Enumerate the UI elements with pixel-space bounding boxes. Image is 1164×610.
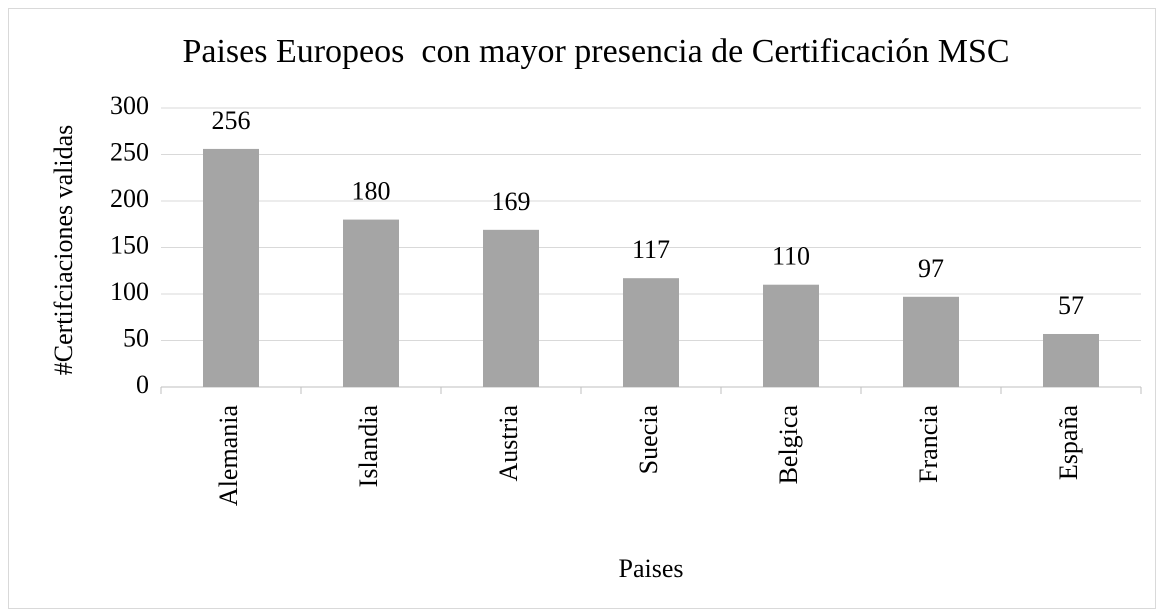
x-tick-label: Alemania bbox=[214, 405, 243, 507]
bar bbox=[903, 296, 959, 387]
data-label: 256 bbox=[212, 106, 251, 135]
x-tick-label: Austria bbox=[494, 405, 523, 482]
y-tick-label: 150 bbox=[110, 230, 149, 259]
y-tick-label: 250 bbox=[110, 137, 149, 166]
y-tick-label: 50 bbox=[123, 323, 149, 352]
bar bbox=[343, 219, 399, 387]
y-tick-label: 200 bbox=[110, 184, 149, 213]
x-axis-title: Paises bbox=[619, 554, 684, 583]
y-tick-label: 100 bbox=[110, 277, 149, 306]
chart-border bbox=[8, 8, 1156, 609]
data-label: 180 bbox=[352, 177, 391, 206]
x-tick-label: Francia bbox=[914, 405, 943, 483]
y-tick-label: 300 bbox=[110, 91, 149, 120]
x-tick-label: Belgica bbox=[774, 405, 803, 485]
bar bbox=[483, 229, 539, 387]
bar bbox=[203, 148, 259, 387]
data-label: 110 bbox=[772, 242, 810, 271]
data-label: 117 bbox=[632, 235, 670, 264]
y-tick-label: 0 bbox=[136, 370, 149, 399]
bar bbox=[763, 284, 819, 387]
bar bbox=[1043, 333, 1099, 387]
x-tick-label: Islandia bbox=[354, 405, 383, 488]
chart-title: Paises Europeos con mayor presencia de C… bbox=[182, 33, 1009, 70]
x-tick-label: España bbox=[1054, 405, 1083, 481]
data-label: 57 bbox=[1058, 291, 1084, 320]
y-axis-title: #Certifciaciones validas bbox=[49, 125, 78, 376]
x-tick-label: Suecia bbox=[634, 405, 663, 475]
bar bbox=[623, 278, 679, 387]
data-label: 97 bbox=[918, 254, 944, 283]
data-label: 169 bbox=[492, 187, 531, 216]
